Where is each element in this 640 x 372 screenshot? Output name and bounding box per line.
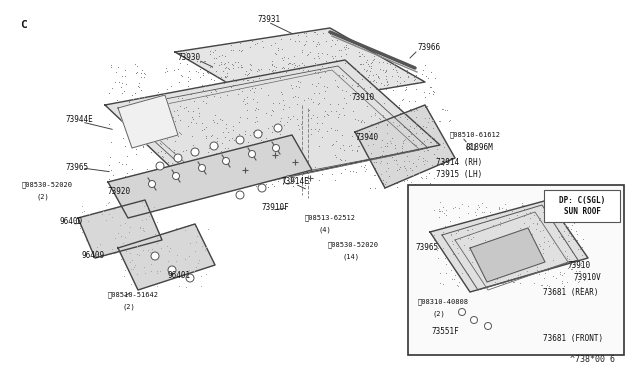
Circle shape bbox=[236, 191, 244, 199]
Text: 73966: 73966 bbox=[418, 44, 441, 52]
Circle shape bbox=[191, 148, 199, 156]
Text: 96409: 96409 bbox=[82, 250, 105, 260]
Circle shape bbox=[484, 323, 492, 330]
Text: 73944E: 73944E bbox=[65, 115, 93, 125]
Text: C: C bbox=[20, 20, 27, 30]
Circle shape bbox=[151, 252, 159, 260]
Circle shape bbox=[274, 124, 282, 132]
Bar bbox=[408, 185, 624, 355]
Circle shape bbox=[174, 154, 182, 162]
Polygon shape bbox=[430, 200, 588, 292]
Text: (2): (2) bbox=[432, 311, 445, 317]
Text: ^738*00 6: ^738*00 6 bbox=[570, 356, 615, 365]
Polygon shape bbox=[108, 135, 312, 218]
Text: 73914E: 73914E bbox=[282, 177, 310, 186]
Circle shape bbox=[258, 184, 266, 192]
Text: 73910: 73910 bbox=[568, 260, 591, 269]
Polygon shape bbox=[118, 95, 178, 148]
Text: 73910F: 73910F bbox=[262, 203, 290, 212]
Text: 73940: 73940 bbox=[355, 134, 378, 142]
Bar bbox=[544, 190, 620, 222]
Circle shape bbox=[148, 180, 156, 187]
Circle shape bbox=[254, 130, 262, 138]
Text: 96400: 96400 bbox=[60, 218, 83, 227]
Text: Ⓝ08530-52020: Ⓝ08530-52020 bbox=[328, 242, 379, 248]
Text: Ⓝ08510-51642: Ⓝ08510-51642 bbox=[108, 292, 159, 298]
Text: 81896M: 81896M bbox=[466, 144, 493, 153]
Polygon shape bbox=[78, 200, 162, 258]
Text: 73930: 73930 bbox=[178, 54, 201, 62]
Text: (2): (2) bbox=[464, 144, 477, 150]
Circle shape bbox=[173, 173, 179, 180]
Text: Ⓝ08510-61612: Ⓝ08510-61612 bbox=[450, 132, 501, 138]
Text: 73910: 73910 bbox=[352, 93, 375, 103]
Text: 73910V: 73910V bbox=[574, 273, 602, 282]
Text: (2): (2) bbox=[36, 194, 49, 200]
Text: Ⓝ08513-62512: Ⓝ08513-62512 bbox=[305, 215, 356, 221]
Text: 73920: 73920 bbox=[108, 187, 131, 196]
Circle shape bbox=[186, 274, 194, 282]
Text: 73965: 73965 bbox=[65, 164, 88, 173]
Text: 73681 (REAR): 73681 (REAR) bbox=[543, 288, 598, 296]
Circle shape bbox=[223, 157, 230, 164]
Circle shape bbox=[198, 164, 205, 171]
Circle shape bbox=[236, 136, 244, 144]
Circle shape bbox=[458, 308, 465, 315]
Text: Ⓝ08310-40808: Ⓝ08310-40808 bbox=[418, 299, 469, 305]
Text: 73914 (RH): 73914 (RH) bbox=[436, 157, 483, 167]
Circle shape bbox=[470, 317, 477, 324]
Circle shape bbox=[273, 144, 280, 151]
Circle shape bbox=[210, 142, 218, 150]
Text: 73681 (FRONT): 73681 (FRONT) bbox=[543, 334, 603, 343]
Polygon shape bbox=[470, 228, 545, 282]
Polygon shape bbox=[175, 28, 425, 108]
Polygon shape bbox=[355, 105, 455, 188]
Text: SUN ROOF: SUN ROOF bbox=[563, 208, 600, 217]
Circle shape bbox=[284, 176, 292, 184]
Text: Ⓝ08530-52020: Ⓝ08530-52020 bbox=[22, 182, 73, 188]
Circle shape bbox=[168, 266, 176, 274]
Text: (2): (2) bbox=[122, 304, 135, 310]
Text: 73551F: 73551F bbox=[432, 327, 460, 337]
Circle shape bbox=[156, 162, 164, 170]
Polygon shape bbox=[118, 224, 215, 290]
Text: 73915 (LH): 73915 (LH) bbox=[436, 170, 483, 180]
Text: (4): (4) bbox=[319, 227, 332, 233]
Circle shape bbox=[248, 151, 255, 157]
Text: 73965: 73965 bbox=[416, 244, 439, 253]
Text: 73931: 73931 bbox=[258, 16, 281, 25]
Text: DP: C(SGL): DP: C(SGL) bbox=[559, 196, 605, 205]
Text: (14): (14) bbox=[342, 254, 359, 260]
Polygon shape bbox=[105, 60, 440, 195]
Text: 96401: 96401 bbox=[168, 270, 191, 279]
